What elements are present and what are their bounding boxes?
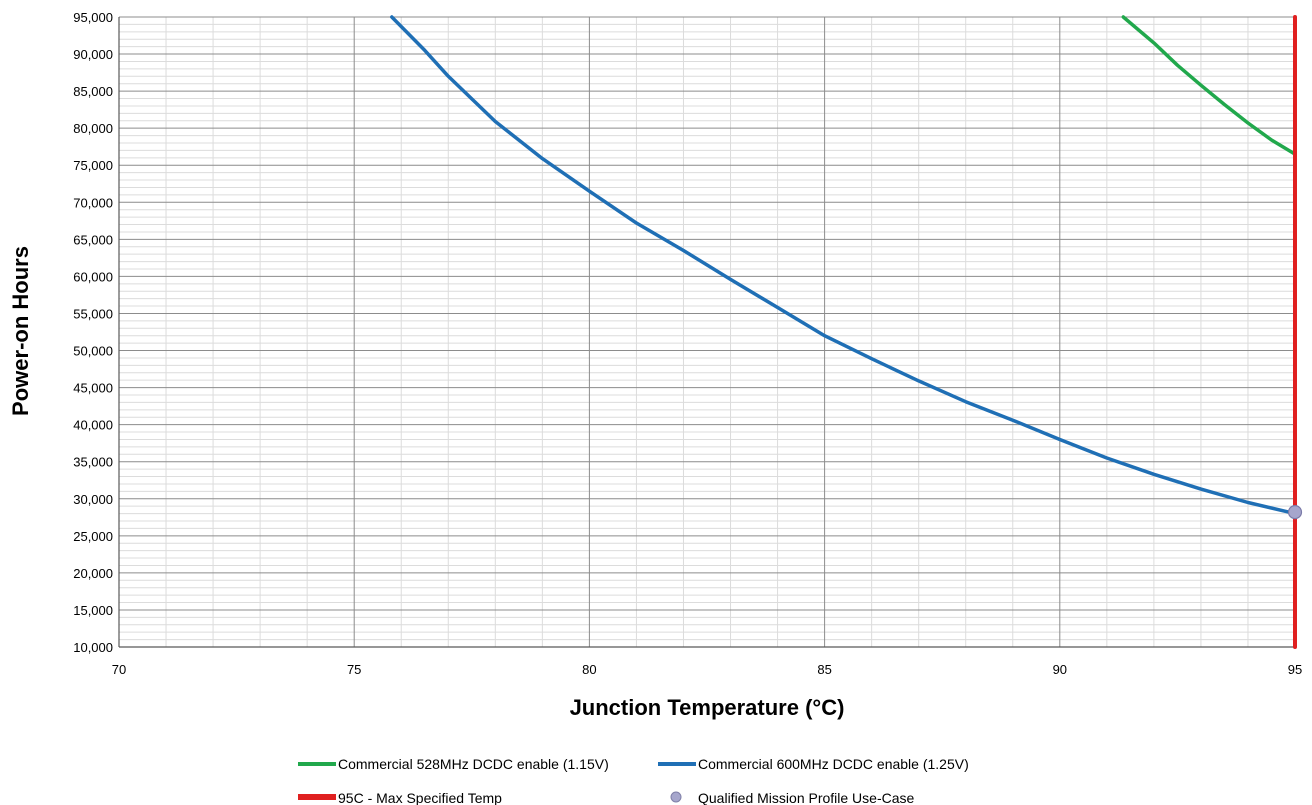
x-axis-title: Junction Temperature (°C)	[570, 695, 845, 720]
y-tick-label: 50,000	[73, 344, 113, 359]
y-tick-label: 70,000	[73, 195, 113, 210]
series-point-mission-profile	[1287, 505, 1303, 520]
y-tick-labels: 10,000 15,000 20,000 25,000 30,000 35,000 40,0…	[73, 10, 113, 655]
x-tick-label: 70	[112, 662, 126, 677]
legend: Commercial 528MHz DCDC enable (1.15V) Co…	[298, 756, 969, 805]
legend-label-600mhz: Commercial 600MHz DCDC enable (1.25V)	[698, 756, 969, 772]
x-tick-label: 95	[1288, 662, 1302, 677]
minor-gridlines	[119, 17, 1295, 647]
y-tick-label: 40,000	[73, 418, 113, 433]
y-tick-label: 55,000	[73, 306, 113, 321]
y-tick-label: 90,000	[73, 47, 113, 62]
series-line-528mhz	[1121, 15, 1297, 156]
y-tick-label: 30,000	[73, 492, 113, 507]
legend-label-mission-profile: Qualified Mission Profile Use-Case	[698, 790, 915, 805]
y-tick-label: 20,000	[73, 566, 113, 581]
y-tick-label: 75,000	[73, 158, 113, 173]
series-line-600mhz	[390, 15, 1297, 516]
x-tick-label: 90	[1053, 662, 1067, 677]
x-tick-label: 80	[582, 662, 596, 677]
legend-label-528mhz: Commercial 528MHz DCDC enable (1.15V)	[338, 756, 609, 772]
y-tick-label: 15,000	[73, 603, 113, 618]
y-axis-title: Power-on Hours	[8, 246, 33, 416]
y-tick-label: 35,000	[73, 455, 113, 470]
legend-swatch-mission-profile	[670, 791, 682, 803]
y-tick-label: 10,000	[73, 640, 113, 655]
y-tick-label: 95,000	[73, 10, 113, 25]
y-tick-label: 85,000	[73, 84, 113, 99]
x-tick-labels: 70 75 80 85 90 95	[112, 662, 1302, 677]
major-gridlines	[118, 16, 1296, 648]
y-tick-label: 80,000	[73, 121, 113, 136]
x-tick-label: 75	[347, 662, 361, 677]
plot-series	[390, 15, 1303, 649]
y-tick-label: 45,000	[73, 381, 113, 396]
y-tick-label: 25,000	[73, 529, 113, 544]
y-tick-label: 60,000	[73, 269, 113, 284]
legend-label-max-temp: 95C - Max Specified Temp	[338, 790, 502, 805]
y-tick-label: 65,000	[73, 232, 113, 247]
x-tick-label: 85	[817, 662, 831, 677]
